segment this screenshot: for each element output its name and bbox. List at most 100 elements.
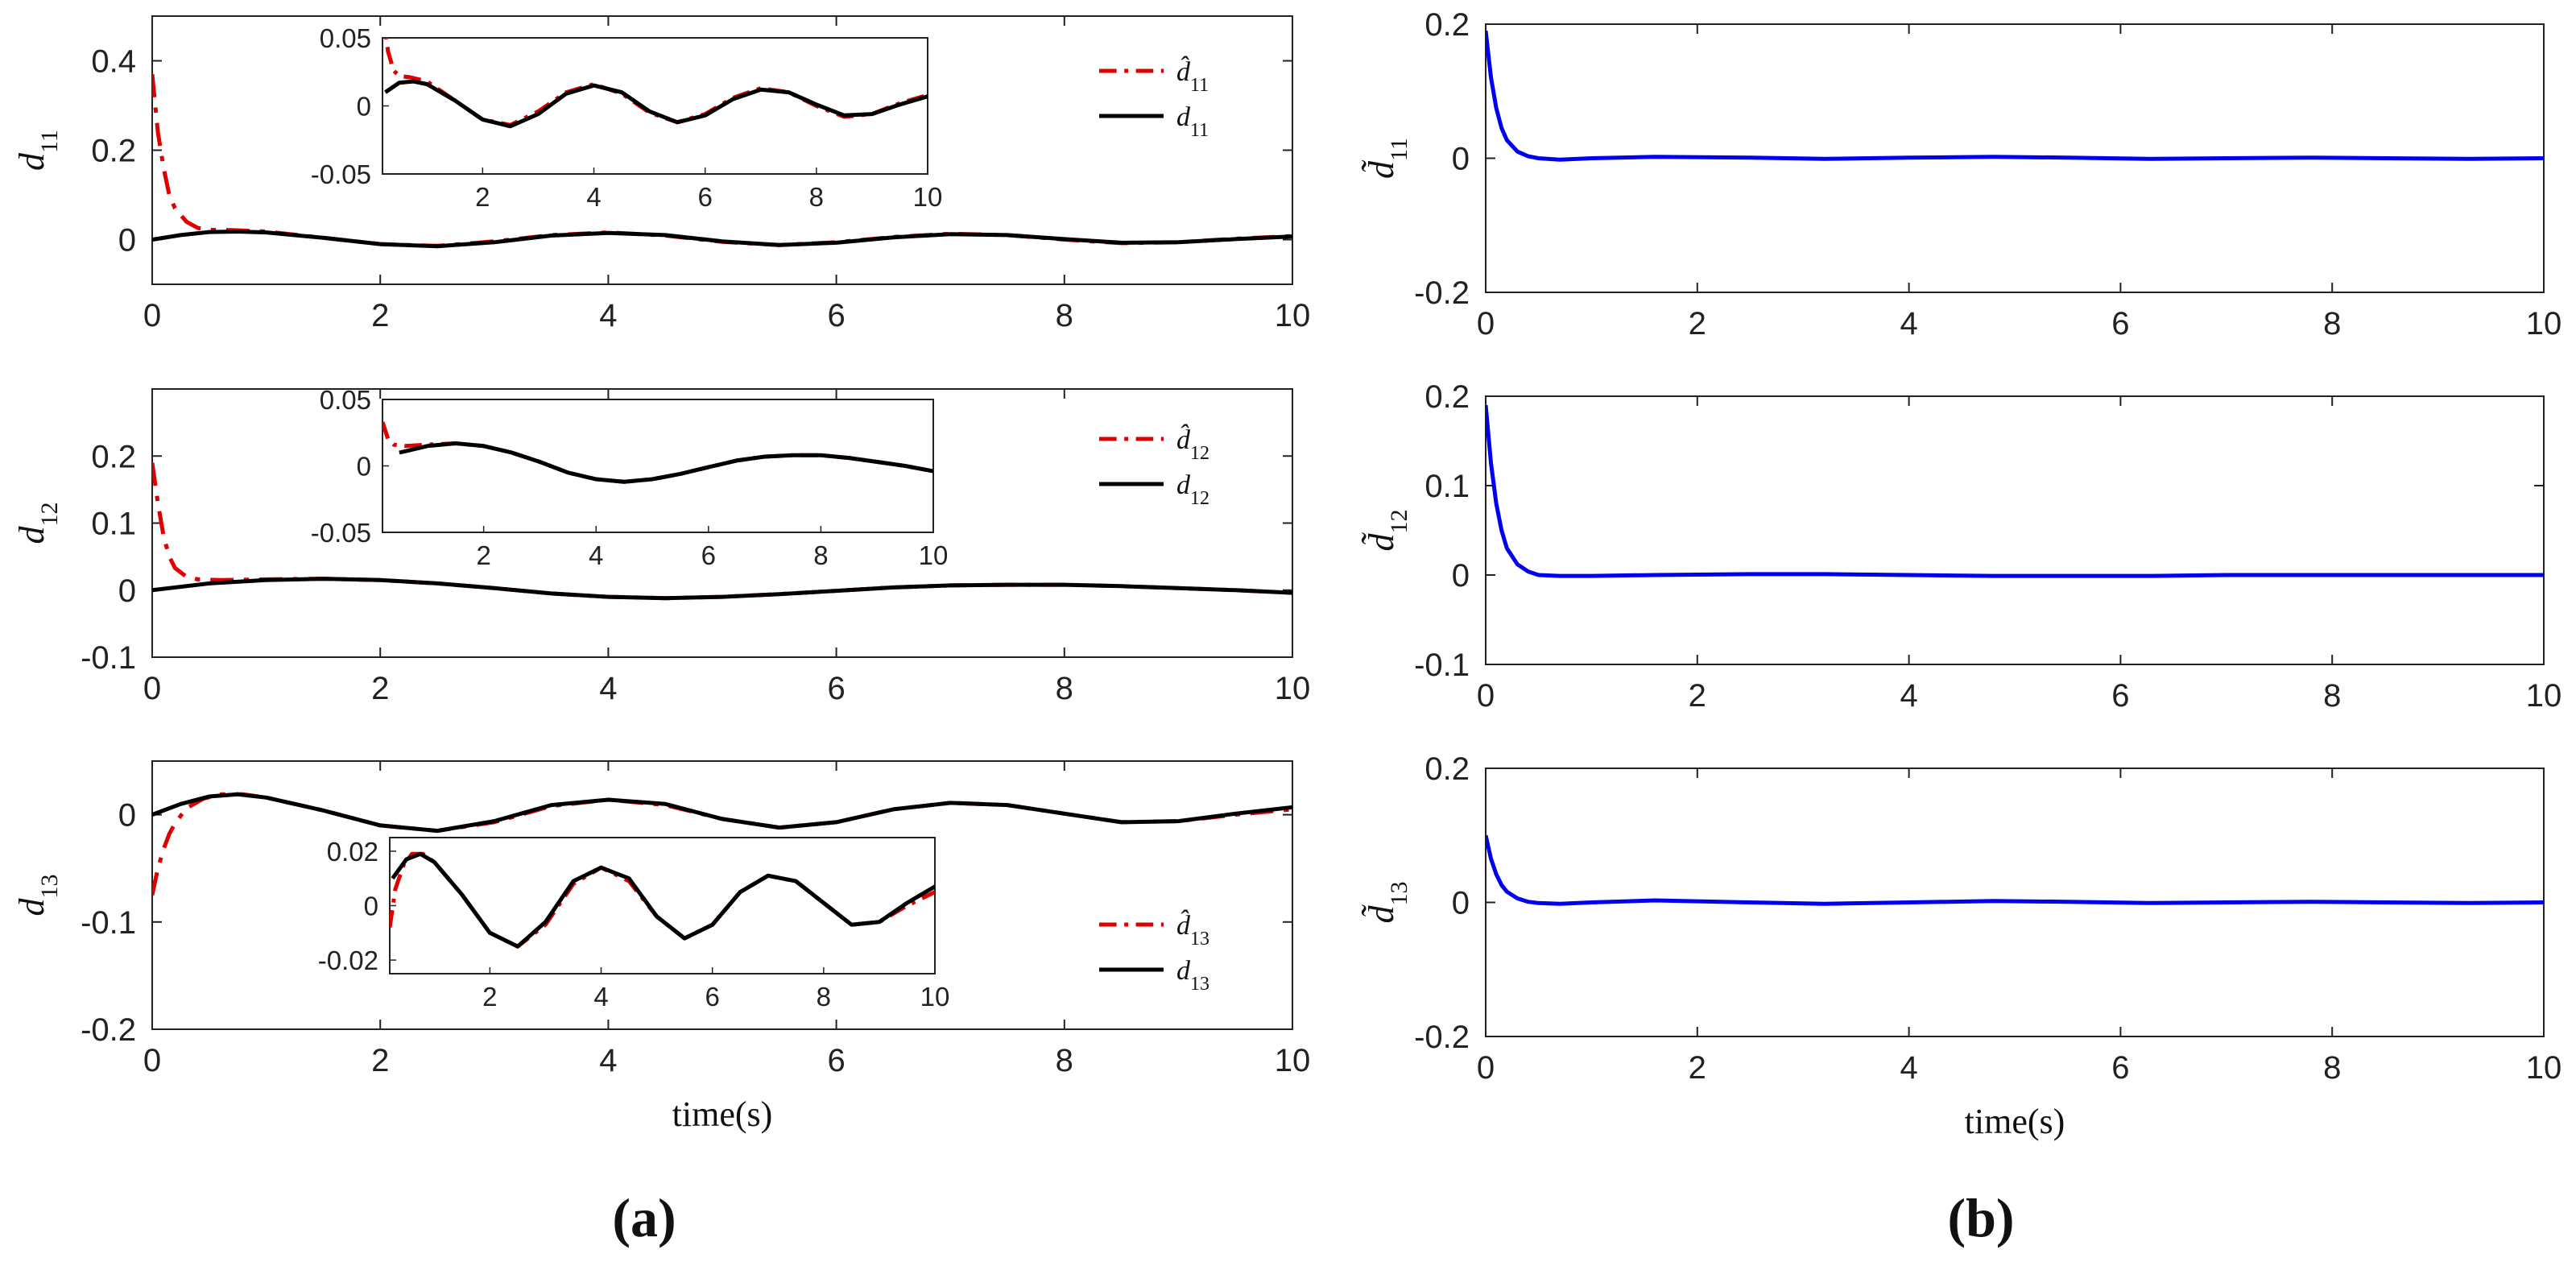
legend-label-d13-1: d13 — [1176, 956, 1209, 995]
e12-series-error — [1486, 404, 2544, 578]
y-axis-label-main-e11: d̃ — [1362, 159, 1401, 179]
legend-label-sub-d11-1: 11 — [1190, 120, 1209, 141]
y-tick-label-e11-1: 0 — [1452, 142, 1470, 177]
x-tick-label-d11-5: 10 — [1275, 298, 1311, 333]
inset-frame-d12 — [382, 399, 934, 533]
x-tick-label-e12-2: 4 — [1900, 678, 1917, 714]
y-tick-label-e12-1: 0 — [1452, 558, 1470, 594]
inset-x-tick-label-d12-4: 10 — [919, 540, 949, 570]
y-tick-label-e13-2: 0.2 — [1424, 751, 1470, 787]
legend-label-d11-0: d̂11 — [1176, 56, 1209, 96]
x-tick-label-d11-4: 8 — [1056, 298, 1073, 333]
x-tick-label-e11-0: 0 — [1477, 306, 1495, 341]
d11-series-actual — [152, 230, 1292, 249]
inset-y-tick-label-d12-2: 0.05 — [320, 385, 371, 415]
x-tick-label-e12-5: 10 — [2526, 678, 2562, 714]
inset-x-tick-label-d13-4: 10 — [920, 982, 950, 1012]
x-tick-label-d13-3: 6 — [827, 1043, 845, 1078]
d13-series-estimate — [152, 792, 1292, 896]
d12-inset-series-actual — [399, 441, 933, 484]
inset-y-tick-label-d13-0: -0.02 — [318, 945, 378, 975]
inset-x-tick-label-d12-2: 6 — [701, 540, 716, 570]
d11-inset-series-actual — [384, 79, 928, 129]
inset-x-tick-label-d12-3: 8 — [813, 540, 828, 570]
inset-y-tick-label-d11-2: 0.05 — [320, 23, 371, 53]
inset-d12: 2 4 6 8 10 -0.05 0 0.05 — [311, 385, 949, 570]
inset-y-tick-label-d11-0: -0.05 — [311, 159, 371, 189]
plot-frame-e12 — [1485, 395, 2545, 665]
y-tick-label-e13-1: 0 — [1452, 886, 1470, 921]
legend-label-sub-d12-1: 12 — [1190, 488, 1209, 509]
legend-label-main-d11-0: d̂ — [1176, 56, 1191, 87]
inset-x-tick-label-d11-1: 4 — [586, 182, 601, 212]
x-tick-label-e13-3: 6 — [2111, 1050, 2129, 1086]
legend-label-main-d12-0: d̂ — [1176, 424, 1191, 455]
x-tick-label-d11-1: 2 — [371, 298, 389, 333]
x-tick-label-e11-4: 8 — [2323, 306, 2341, 341]
e11-series-error — [1486, 31, 2544, 162]
x-tick-label-e13-4: 8 — [2323, 1050, 2341, 1086]
y-tick-label-d12-1: 0 — [118, 573, 136, 609]
x-tick-label-e12-0: 0 — [1477, 678, 1495, 714]
y-tick-label-e13-0: -0.2 — [1414, 1020, 1470, 1055]
y-axis-label-sub-d13: 13 — [36, 875, 63, 899]
legend-label-main-d13-1: d — [1176, 956, 1191, 986]
inset-y-tick-label-d13-2: 0.02 — [327, 837, 378, 867]
y-tick-label-d11-0: 0 — [118, 223, 136, 259]
x-tick-label-e13-2: 4 — [1900, 1050, 1917, 1086]
x-tick-label-d13-0: 0 — [143, 1043, 161, 1078]
y-tick-label-e12-0: -0.1 — [1414, 648, 1470, 683]
inset-x-tick-label-d13-0: 2 — [482, 982, 497, 1012]
panel-label-a: (a) — [612, 1187, 676, 1248]
inset-x-tick-label-d11-3: 8 — [809, 182, 824, 212]
chart-e11: 0 2 4 6 8 10-0.200.2d̃11 — [1362, 7, 2562, 341]
inset-y-tick-label-d12-1: 0 — [357, 452, 371, 482]
y-axis-label-e12: d̃12 — [1362, 510, 1412, 552]
x-tick-label-e11-1: 2 — [1689, 306, 1706, 341]
inset-frame-d13 — [389, 837, 936, 974]
legend-label-sub-d13-0: 13 — [1190, 929, 1209, 950]
legend-label-main-d11-1: d — [1176, 102, 1191, 132]
x-tick-label-e11-2: 4 — [1900, 306, 1917, 341]
y-axis-label-main-d13: d — [12, 898, 52, 917]
legend-label-d12-0: d̂12 — [1176, 424, 1209, 464]
inset-x-tick-label-d11-0: 2 — [475, 182, 490, 212]
y-axis-label-main-e13: d̃ — [1362, 904, 1401, 924]
inset-d11: 2 4 6 8 10 -0.05 0 0.05 — [311, 23, 943, 212]
x-tick-label-d12-4: 8 — [1056, 671, 1073, 706]
y-axis-label-e11: d̃11 — [1362, 138, 1412, 179]
y-axis-label-main-d11: d — [12, 152, 52, 171]
legend-label-main-d13-0: d̂ — [1176, 909, 1191, 941]
chart-e12: 0 2 4 6 8 10-0.100.10.2d̃12 — [1362, 379, 2562, 714]
inset-x-tick-label-d13-2: 6 — [705, 982, 719, 1012]
y-axis-label-sub-d11: 11 — [36, 130, 63, 153]
d13-series-actual — [152, 792, 1292, 834]
y-tick-label-e11-0: -0.2 — [1414, 275, 1470, 311]
legend-label-d11-1: d11 — [1176, 102, 1209, 141]
y-tick-label-e12-2: 0.1 — [1424, 469, 1470, 504]
legend-label-sub-d11-0: 11 — [1190, 75, 1209, 96]
y-tick-label-e12-3: 0.2 — [1424, 379, 1470, 415]
x-tick-label-d12-3: 6 — [827, 671, 845, 706]
d12-series-actual — [152, 577, 1292, 601]
x-tick-label-d12-1: 2 — [371, 671, 389, 706]
legend-label-sub-d12-0: 12 — [1190, 443, 1209, 464]
legend-d13: d̂13 d13 — [1099, 909, 1209, 995]
x-tick-label-d11-3: 6 — [827, 298, 845, 333]
x-tick-label-d12-5: 10 — [1275, 671, 1311, 706]
y-tick-label-d12-2: 0.1 — [91, 507, 136, 542]
y-axis-label-main-d12: d — [12, 526, 52, 544]
inset-x-tick-label-d11-4: 10 — [913, 182, 943, 212]
x-tick-label-e12-1: 2 — [1689, 678, 1706, 714]
x-tick-label-d11-0: 0 — [143, 298, 161, 333]
y-axis-label-main-e12: d̃ — [1362, 532, 1401, 552]
inset-x-tick-label-d13-1: 4 — [593, 982, 608, 1012]
e13-series-error — [1486, 834, 2544, 906]
x-tick-label-d13-5: 10 — [1275, 1043, 1311, 1078]
